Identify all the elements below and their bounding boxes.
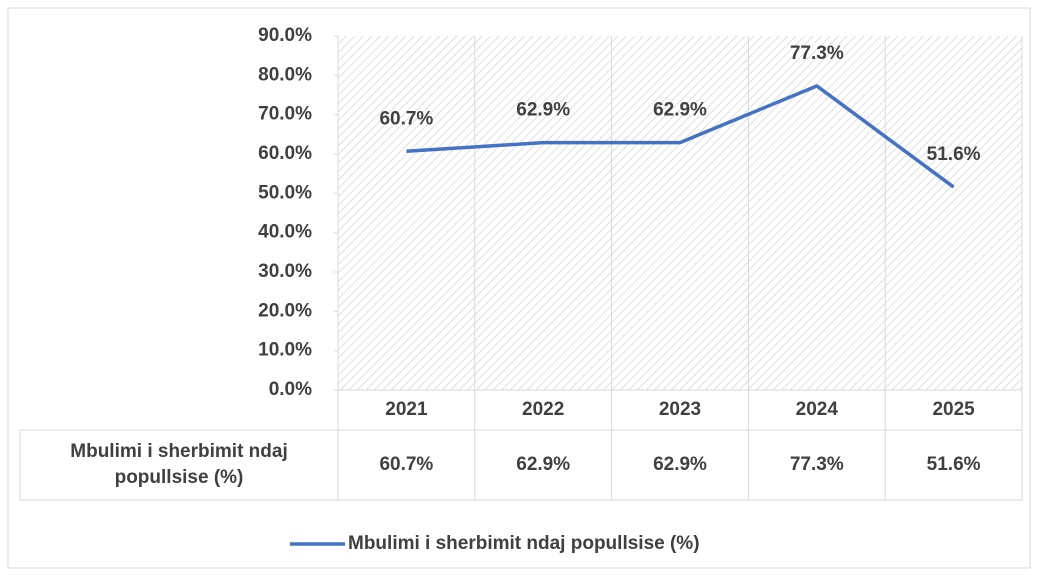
plot-area: [338, 36, 1022, 390]
data-label: 62.9%: [653, 100, 707, 121]
x-tick-label: 2022: [522, 399, 564, 420]
x-tick-label: 2025: [932, 399, 975, 420]
y-tick-label: 80.0%: [258, 64, 312, 85]
y-tick-label: 10.0%: [258, 340, 312, 361]
y-tick-label: 30.0%: [258, 261, 312, 282]
y-tick-label: 40.0%: [258, 222, 312, 243]
table-value: 62.9%: [653, 454, 707, 475]
x-tick-label: 2021: [385, 399, 428, 420]
x-tick-label: 2023: [659, 399, 701, 420]
table-value: 62.9%: [516, 454, 570, 475]
y-tick-label: 0.0%: [269, 379, 312, 400]
y-tick-label: 50.0%: [258, 182, 312, 203]
table-value: 51.6%: [927, 454, 981, 475]
x-tick-label: 2024: [796, 399, 839, 420]
y-tick-label: 90.0%: [258, 25, 312, 46]
data-label: 60.7%: [379, 108, 433, 129]
y-tick-label: 70.0%: [258, 104, 312, 125]
data-label: 77.3%: [790, 43, 844, 64]
table-row-label: Mbulimi i sherbimit ndaj popullsise (%): [70, 441, 288, 488]
y-tick-label: 60.0%: [258, 143, 312, 164]
table-value: 60.7%: [379, 454, 433, 475]
legend-label: Mbulimi i sherbimit ndaj popullsise (%): [348, 533, 700, 554]
data-label: 62.9%: [516, 100, 570, 121]
chart-border: [7, 7, 1031, 569]
line-series: [406, 84, 955, 189]
y-tick-label: 20.0%: [258, 300, 312, 321]
data-label: 51.6%: [927, 144, 981, 165]
table-value: 77.3%: [790, 454, 844, 475]
